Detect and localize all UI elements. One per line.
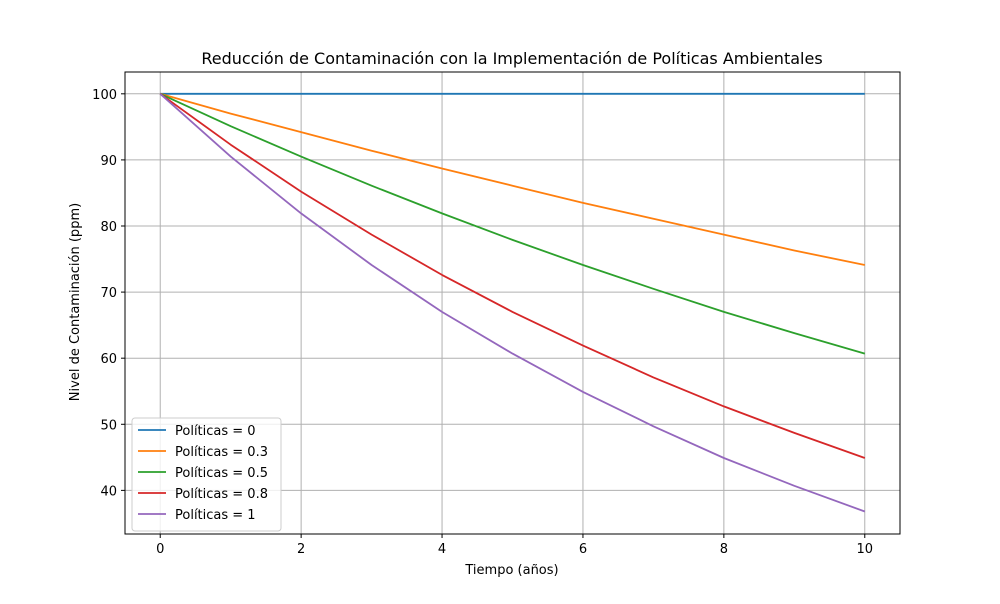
series-lines bbox=[159, 92, 866, 513]
y-tick-label: 40 bbox=[100, 484, 117, 499]
x-axis-label: Tiempo (años) bbox=[464, 563, 558, 578]
x-tick-label: 8 bbox=[720, 542, 728, 557]
series-line-3 bbox=[159, 93, 866, 459]
legend-label-3: Políticas = 0.8 bbox=[175, 487, 268, 502]
legend-label-0: Políticas = 0 bbox=[175, 424, 256, 439]
y-tick-label: 60 bbox=[100, 352, 117, 367]
plot-frame bbox=[124, 71, 901, 535]
series-line-1 bbox=[159, 92, 865, 266]
y-tick-label: 50 bbox=[100, 418, 117, 433]
y-axis-label: Nivel de Contaminación (ppm) bbox=[68, 203, 83, 401]
series-line-2 bbox=[159, 92, 866, 355]
legend-label-2: Políticas = 0.5 bbox=[175, 466, 268, 481]
legend-box bbox=[131, 417, 282, 532]
x-tick-label: 4 bbox=[438, 542, 446, 557]
axis-ticks: 0 2 4 6 8 10 40 50 60 70 80 90 100 bbox=[92, 88, 873, 557]
y-tick-label: 70 bbox=[100, 286, 117, 301]
x-tick-label: 0 bbox=[156, 542, 164, 557]
y-tick-label: 80 bbox=[100, 220, 117, 235]
y-tick-label: 90 bbox=[100, 154, 117, 169]
legend-label-1: Políticas = 0.3 bbox=[175, 445, 268, 460]
x-tick-label: 6 bbox=[579, 542, 587, 557]
legend: Políticas = 0 Políticas = 0.3 Políticas = … bbox=[131, 417, 282, 532]
x-tick-label: 10 bbox=[856, 542, 873, 557]
legend-label-4: Políticas = 1 bbox=[175, 508, 256, 523]
x-tick-label: 2 bbox=[297, 542, 305, 557]
chart-title: Reducción de Contaminación con la Implem… bbox=[201, 49, 822, 68]
y-tick-label: 100 bbox=[92, 88, 117, 103]
series-line-4 bbox=[159, 93, 866, 513]
